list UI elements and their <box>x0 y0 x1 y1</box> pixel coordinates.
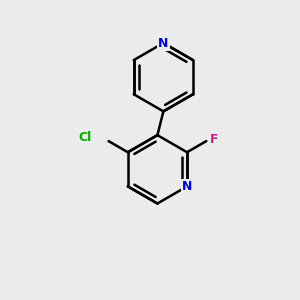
Text: Cl: Cl <box>78 131 92 144</box>
Text: F: F <box>209 133 218 146</box>
Text: N: N <box>182 180 192 193</box>
Text: N: N <box>158 37 169 50</box>
Text: N: N <box>158 37 169 50</box>
